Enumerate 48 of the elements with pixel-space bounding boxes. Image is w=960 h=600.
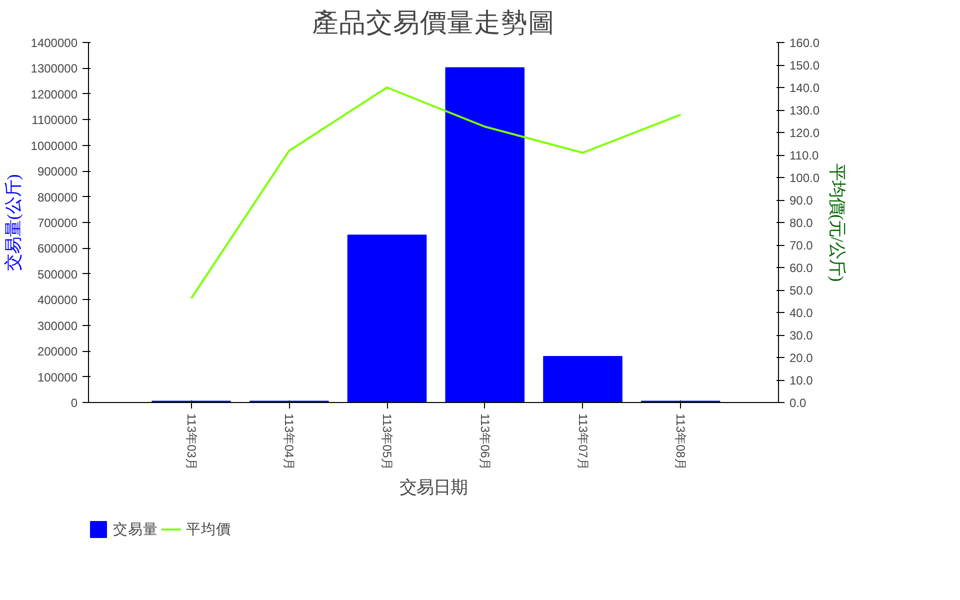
y-tick-label: 1300000 [30, 62, 78, 76]
y2-tick-label: 110.0 [790, 148, 819, 162]
y-axis-title: 交易量(公斤) [4, 174, 23, 271]
y-tick-label: 600000 [37, 242, 78, 256]
y2-axis-title: 平均價(元/公斤) [828, 163, 847, 282]
y2-tick-label: 70.0 [790, 238, 814, 252]
y2-tick-label: 60.0 [790, 261, 814, 275]
y-tick-label: 1100000 [32, 113, 78, 128]
y-tick-label: 0 [70, 396, 78, 410]
x-tick-label: 113年03月 [184, 414, 198, 470]
y2-tick-label: 160.0 [790, 36, 820, 50]
y2-tick-label: 130.0 [790, 104, 820, 118]
y2-tick-label: 50.0 [790, 284, 814, 298]
x-tick-label: 113年08月 [674, 414, 688, 470]
y-tick-label: 1200000 [30, 87, 78, 102]
y-tick-label: 900000 [37, 164, 78, 179]
y2-tick-label: 120.0 [790, 126, 820, 140]
y2-tick-label: 10.0 [790, 374, 814, 388]
y-tick-label: 500000 [37, 267, 78, 282]
y-tick-label: 100000 [37, 370, 78, 384]
x-tick-label: 113年04月 [282, 414, 296, 470]
y2-tick-label: 20.0 [790, 351, 814, 365]
y-tick-label: 800000 [37, 190, 78, 204]
x-tick-label: 113年06月 [478, 414, 492, 470]
bar [347, 234, 427, 402]
y2-tick-label: 140.0 [790, 81, 820, 95]
y2-tick-label: 30.0 [790, 328, 814, 342]
y-tick-label: 700000 [37, 216, 78, 230]
line-series [190, 86, 682, 300]
y-tick-label: 400000 [37, 293, 78, 308]
y2-tick-label: 40.0 [790, 306, 814, 320]
legend-label: 交易量 [113, 520, 158, 538]
chart-title: 產品交易價量走勢圖 [312, 8, 555, 38]
x-tick-label: 113年05月 [380, 414, 394, 470]
y-tick-label: 1000000 [30, 138, 78, 153]
y2-tick-label: 100.0 [790, 171, 820, 185]
y-tick-label: 200000 [37, 344, 78, 359]
bar [543, 356, 622, 402]
x-axis-title: 交易日期 [400, 478, 468, 497]
y2-tick-label: 150.0 [790, 58, 820, 72]
x-tick-label: 113年07月 [576, 414, 590, 470]
y2-tick-label: 80.0 [790, 216, 814, 230]
y-tick-label: 300000 [37, 318, 78, 333]
y2-tick-label: 0.0 [790, 396, 807, 410]
y-tick-label: 1400000 [30, 36, 78, 50]
legend-label: 平均價 [186, 520, 231, 538]
bar [445, 67, 525, 402]
y2-tick-label: 90.0 [790, 194, 814, 208]
